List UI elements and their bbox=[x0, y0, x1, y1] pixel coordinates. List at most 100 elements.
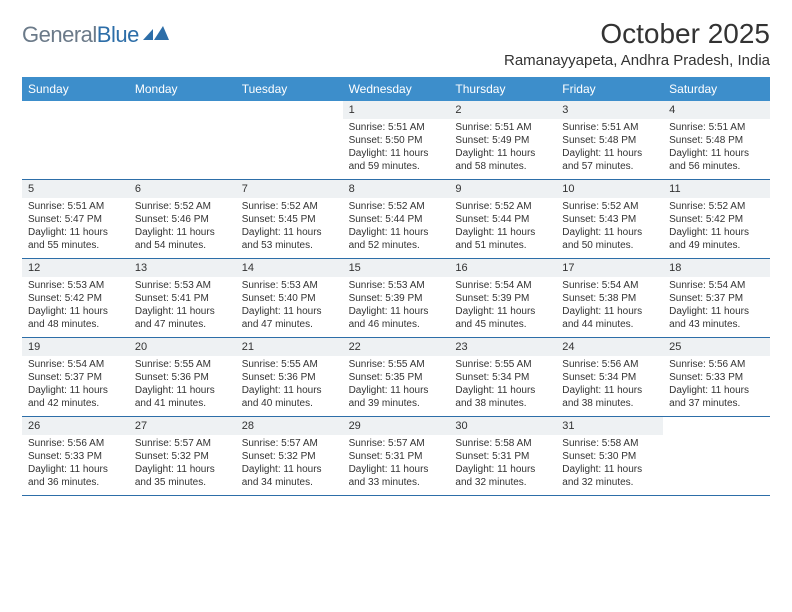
day-number: 31 bbox=[556, 417, 663, 435]
day-number: 30 bbox=[449, 417, 556, 435]
sunset-line: Sunset: 5:43 PM bbox=[562, 213, 657, 226]
logo-mark-icon bbox=[143, 26, 169, 44]
day-cell: 27Sunrise: 5:57 AMSunset: 5:32 PMDayligh… bbox=[129, 417, 236, 495]
day-number: 3 bbox=[556, 101, 663, 119]
day-cell: 6Sunrise: 5:52 AMSunset: 5:46 PMDaylight… bbox=[129, 180, 236, 258]
sunset-line: Sunset: 5:48 PM bbox=[562, 134, 657, 147]
calendar-page: GeneralBlue October 2025 Ramanayyapeta, … bbox=[0, 0, 792, 506]
sunrise-line: Sunrise: 5:54 AM bbox=[562, 279, 657, 292]
daylight-line-2: and 52 minutes. bbox=[349, 239, 444, 252]
sunrise-line: Sunrise: 5:52 AM bbox=[135, 200, 230, 213]
month-title: October 2025 bbox=[504, 18, 770, 50]
sunrise-line: Sunrise: 5:55 AM bbox=[349, 358, 444, 371]
weekday-header: Wednesday bbox=[343, 77, 450, 101]
day-body: Sunrise: 5:52 AMSunset: 5:45 PMDaylight:… bbox=[236, 198, 343, 256]
day-cell: 15Sunrise: 5:53 AMSunset: 5:39 PMDayligh… bbox=[343, 259, 450, 337]
sunrise-line: Sunrise: 5:51 AM bbox=[669, 121, 764, 134]
day-cell: 11Sunrise: 5:52 AMSunset: 5:42 PMDayligh… bbox=[663, 180, 770, 258]
daylight-line-2: and 43 minutes. bbox=[669, 318, 764, 331]
weekday-header: Saturday bbox=[663, 77, 770, 101]
daylight-line-2: and 39 minutes. bbox=[349, 397, 444, 410]
daylight-line-2: and 33 minutes. bbox=[349, 476, 444, 489]
daylight-line-1: Daylight: 11 hours bbox=[669, 384, 764, 397]
calendar: SundayMondayTuesdayWednesdayThursdayFrid… bbox=[22, 77, 770, 496]
day-body: Sunrise: 5:51 AMSunset: 5:47 PMDaylight:… bbox=[22, 198, 129, 256]
daylight-line-1: Daylight: 11 hours bbox=[562, 463, 657, 476]
sunrise-line: Sunrise: 5:58 AM bbox=[455, 437, 550, 450]
daylight-line-2: and 47 minutes. bbox=[135, 318, 230, 331]
day-body: Sunrise: 5:56 AMSunset: 5:33 PMDaylight:… bbox=[22, 435, 129, 493]
daylight-line-2: and 51 minutes. bbox=[455, 239, 550, 252]
sunrise-line: Sunrise: 5:54 AM bbox=[669, 279, 764, 292]
sunset-line: Sunset: 5:46 PM bbox=[135, 213, 230, 226]
day-body: Sunrise: 5:54 AMSunset: 5:37 PMDaylight:… bbox=[22, 356, 129, 414]
sunrise-line: Sunrise: 5:52 AM bbox=[562, 200, 657, 213]
day-cell: 9Sunrise: 5:52 AMSunset: 5:44 PMDaylight… bbox=[449, 180, 556, 258]
sunset-line: Sunset: 5:32 PM bbox=[135, 450, 230, 463]
sunset-line: Sunset: 5:35 PM bbox=[349, 371, 444, 384]
sunset-line: Sunset: 5:34 PM bbox=[562, 371, 657, 384]
day-cell: 7Sunrise: 5:52 AMSunset: 5:45 PMDaylight… bbox=[236, 180, 343, 258]
daylight-line-1: Daylight: 11 hours bbox=[28, 384, 123, 397]
day-cell: 25Sunrise: 5:56 AMSunset: 5:33 PMDayligh… bbox=[663, 338, 770, 416]
sunrise-line: Sunrise: 5:51 AM bbox=[349, 121, 444, 134]
day-body: Sunrise: 5:54 AMSunset: 5:37 PMDaylight:… bbox=[663, 277, 770, 335]
sunset-line: Sunset: 5:50 PM bbox=[349, 134, 444, 147]
day-number: 23 bbox=[449, 338, 556, 356]
location: Ramanayyapeta, Andhra Pradesh, India bbox=[504, 52, 770, 69]
daylight-line-1: Daylight: 11 hours bbox=[349, 384, 444, 397]
daylight-line-1: Daylight: 11 hours bbox=[28, 305, 123, 318]
day-cell: 23Sunrise: 5:55 AMSunset: 5:34 PMDayligh… bbox=[449, 338, 556, 416]
day-body: Sunrise: 5:52 AMSunset: 5:44 PMDaylight:… bbox=[449, 198, 556, 256]
sunset-line: Sunset: 5:36 PM bbox=[242, 371, 337, 384]
sunrise-line: Sunrise: 5:57 AM bbox=[242, 437, 337, 450]
day-cell: 20Sunrise: 5:55 AMSunset: 5:36 PMDayligh… bbox=[129, 338, 236, 416]
sunrise-line: Sunrise: 5:52 AM bbox=[669, 200, 764, 213]
day-body: Sunrise: 5:57 AMSunset: 5:32 PMDaylight:… bbox=[236, 435, 343, 493]
weekday-header: Monday bbox=[129, 77, 236, 101]
day-body: Sunrise: 5:52 AMSunset: 5:44 PMDaylight:… bbox=[343, 198, 450, 256]
sunset-line: Sunset: 5:31 PM bbox=[349, 450, 444, 463]
day-cell: 13Sunrise: 5:53 AMSunset: 5:41 PMDayligh… bbox=[129, 259, 236, 337]
sunset-line: Sunset: 5:38 PM bbox=[562, 292, 657, 305]
sunset-line: Sunset: 5:30 PM bbox=[562, 450, 657, 463]
day-body: Sunrise: 5:53 AMSunset: 5:39 PMDaylight:… bbox=[343, 277, 450, 335]
daylight-line-2: and 37 minutes. bbox=[669, 397, 764, 410]
daylight-line-2: and 38 minutes. bbox=[455, 397, 550, 410]
daylight-line-1: Daylight: 11 hours bbox=[135, 463, 230, 476]
sunrise-line: Sunrise: 5:56 AM bbox=[562, 358, 657, 371]
daylight-line-2: and 41 minutes. bbox=[135, 397, 230, 410]
day-number: 16 bbox=[449, 259, 556, 277]
daylight-line-1: Daylight: 11 hours bbox=[349, 305, 444, 318]
logo-word2: Blue bbox=[97, 22, 139, 47]
day-cell: 22Sunrise: 5:55 AMSunset: 5:35 PMDayligh… bbox=[343, 338, 450, 416]
day-number: 15 bbox=[343, 259, 450, 277]
daylight-line-1: Daylight: 11 hours bbox=[562, 147, 657, 160]
day-number: 8 bbox=[343, 180, 450, 198]
day-number: 12 bbox=[22, 259, 129, 277]
day-body: Sunrise: 5:55 AMSunset: 5:36 PMDaylight:… bbox=[129, 356, 236, 414]
daylight-line-1: Daylight: 11 hours bbox=[135, 384, 230, 397]
daylight-line-2: and 32 minutes. bbox=[455, 476, 550, 489]
sunset-line: Sunset: 5:33 PM bbox=[669, 371, 764, 384]
day-cell-empty bbox=[22, 101, 129, 179]
week-row: 19Sunrise: 5:54 AMSunset: 5:37 PMDayligh… bbox=[22, 338, 770, 417]
daylight-line-2: and 34 minutes. bbox=[242, 476, 337, 489]
daylight-line-1: Daylight: 11 hours bbox=[242, 463, 337, 476]
daylight-line-2: and 56 minutes. bbox=[669, 160, 764, 173]
sunset-line: Sunset: 5:32 PM bbox=[242, 450, 337, 463]
day-cell: 30Sunrise: 5:58 AMSunset: 5:31 PMDayligh… bbox=[449, 417, 556, 495]
sunrise-line: Sunrise: 5:53 AM bbox=[242, 279, 337, 292]
sunset-line: Sunset: 5:49 PM bbox=[455, 134, 550, 147]
sunset-line: Sunset: 5:36 PM bbox=[135, 371, 230, 384]
day-number: 17 bbox=[556, 259, 663, 277]
sunset-line: Sunset: 5:33 PM bbox=[28, 450, 123, 463]
sunrise-line: Sunrise: 5:53 AM bbox=[28, 279, 123, 292]
day-cell: 31Sunrise: 5:58 AMSunset: 5:30 PMDayligh… bbox=[556, 417, 663, 495]
day-cell: 29Sunrise: 5:57 AMSunset: 5:31 PMDayligh… bbox=[343, 417, 450, 495]
day-number: 18 bbox=[663, 259, 770, 277]
daylight-line-1: Daylight: 11 hours bbox=[669, 147, 764, 160]
day-cell-empty bbox=[236, 101, 343, 179]
daylight-line-1: Daylight: 11 hours bbox=[562, 305, 657, 318]
daylight-line-2: and 32 minutes. bbox=[562, 476, 657, 489]
